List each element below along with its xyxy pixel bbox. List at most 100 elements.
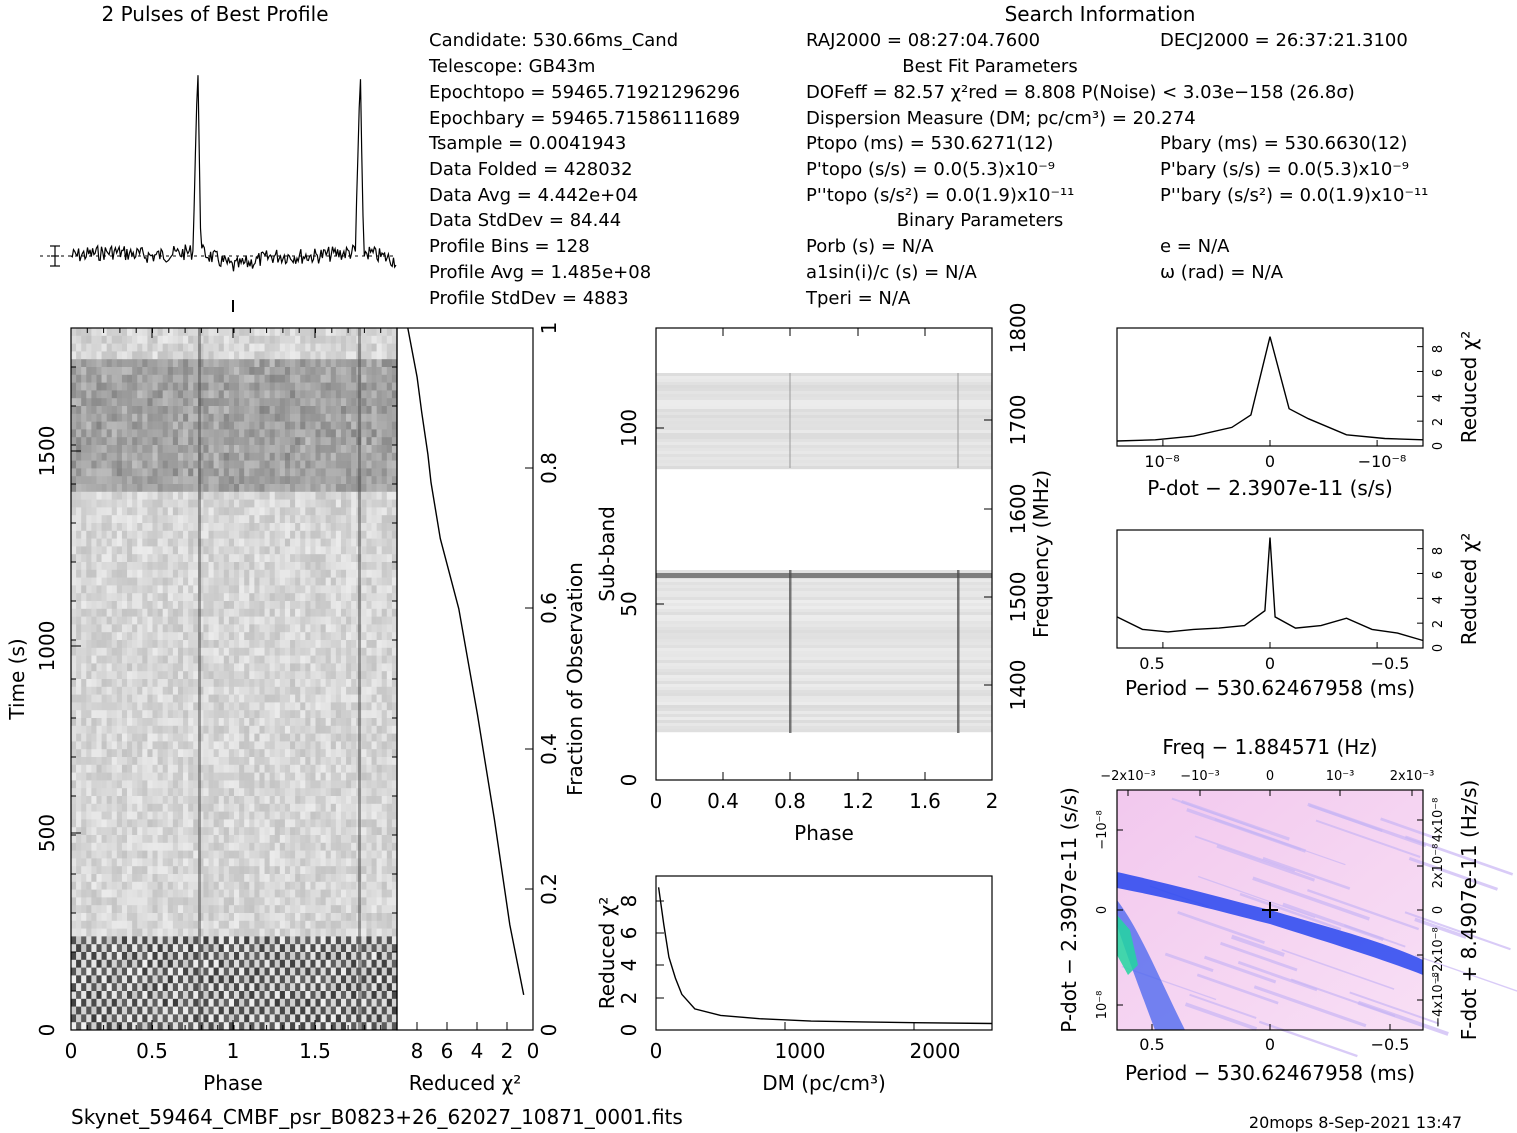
ppdot-period-tick-neg0.5: −0.5 [1371, 1035, 1410, 1054]
time-tick-500: 500 [35, 814, 59, 852]
dm-ticks [655, 900, 915, 1031]
freq-top-axis-label: Freq − 1.884571 (Hz) [1162, 735, 1377, 759]
subband-ticks [655, 327, 993, 781]
time-phase-image [71, 328, 398, 1031]
ppdot-pdot-side-label: P-dot − 2.3907e-11 (s/s) [1057, 787, 1081, 1033]
dm-axis-label: DM (pc/cm³) [762, 1071, 886, 1095]
period-chi-tick-6: 6 [1431, 571, 1446, 579]
ppdot-main-valley [1117, 872, 1423, 975]
redchi-fraction-curve [407, 327, 525, 996]
subband-axis-label: Sub-band [595, 506, 619, 602]
info-p-orb: Porb (s) = N/A [806, 236, 934, 257]
dm-curve [657, 887, 993, 1025]
profile-trace [70, 75, 397, 272]
pdot-tick-neg: −10⁻⁸ [1358, 452, 1407, 471]
info-pdd-topo: P''topo (s/s²) = 0.0(1.9)x10⁻¹¹ [806, 185, 1074, 206]
info-best-fit-title: Best Fit Parameters [902, 56, 1077, 77]
freq-tick-1500: 1500 [1006, 572, 1030, 623]
pdot-tick-0: 0 [1265, 452, 1275, 471]
freq-tick-1400: 1400 [1006, 660, 1030, 711]
info-p-bary: Pbary (ms) = 530.6630(12) [1160, 133, 1407, 154]
phase2-tick-1.2: 1.2 [842, 789, 874, 813]
time-phase-ticks [70, 327, 398, 1031]
period-tick-0.5: 0.5 [1139, 654, 1164, 673]
pdot-chi-tick-4: 4 [1431, 394, 1446, 402]
phase2-tick-1.6: 1.6 [909, 789, 941, 813]
frac-tick-0.4: 0.4 [537, 733, 561, 765]
time-tick-0: 0 [35, 1024, 59, 1037]
ppdot-second-valley [1117, 900, 1185, 1030]
ppdot-period-tick-0: 0 [1265, 1035, 1275, 1054]
freq-tick-1600: 1600 [1006, 484, 1030, 535]
frac-tick-0.2: 0.2 [537, 873, 561, 905]
info-epoch-bary: Epochbary = 59465.71586111689 [429, 108, 740, 129]
info-omega: ω (rad) = N/A [1160, 262, 1284, 283]
info-dm: Dispersion Measure (DM; pc/cm³) = 20.274 [806, 108, 1196, 129]
dmchi-tick-6: 6 [617, 927, 641, 940]
info-profile-stddev: Profile StdDev = 4883 [429, 288, 629, 309]
phase-axis-label: Phase [203, 1071, 263, 1095]
ppdot-panel: Freq − 1.884571 (Hz) −2x10⁻³ −10⁻³ 0 10⁻… [1057, 735, 1517, 1085]
footer-stamp: 20mops 8-Sep-2021 13:47 [1249, 1113, 1462, 1132]
redchi-tick-6: 6 [441, 1039, 454, 1063]
subband-tick-100: 100 [617, 409, 641, 447]
info-ra: RAJ2000 = 08:27:04.7600 [806, 30, 1040, 51]
info-binary-title: Binary Parameters [897, 210, 1064, 231]
pdot-ticks [1162, 346, 1423, 447]
phase2-tick-2: 2 [986, 789, 999, 813]
pdot-tick-pos: 10⁻⁸ [1144, 452, 1179, 471]
info-e: e = N/A [1160, 236, 1230, 257]
ppdot-green-spot [1117, 915, 1138, 975]
info-t-sample: Tsample = 0.0041943 [428, 133, 626, 154]
dmchi-tick-0: 0 [617, 1024, 641, 1037]
info-dof: DOFeff = 82.57 χ²red = 8.808 P(Noise) < … [806, 82, 1355, 103]
redchi-fraction-ticks [416, 327, 534, 1031]
profile-errorbar [50, 245, 60, 267]
dmchi-axis-label: Reduced χ² [595, 897, 619, 1010]
ppdot-pdot-tick-bottom: 10⁻⁸ [1095, 991, 1110, 1020]
phase2-tick-0.8: 0.8 [774, 789, 806, 813]
redchi-tick-0: 0 [527, 1039, 540, 1063]
freq-axis-label: Frequency (MHz) [1029, 470, 1053, 638]
phase-tick-1: 1 [227, 1039, 240, 1063]
fdot-tick-4: −4x10⁻⁸ [1431, 972, 1446, 1027]
pdot-chi-axis-label: Reduced χ² [1457, 331, 1481, 444]
footer-filename: Skynet_59464_CMBF_psr_B0823+26_62027_108… [71, 1105, 683, 1129]
phase-tick-1.5: 1.5 [299, 1039, 331, 1063]
info-pd-bary: P'bary (s/s) = 0.0(5.3)x10⁻⁹ [1160, 159, 1409, 180]
time-tick-1000: 1000 [35, 621, 59, 672]
info-data-avg: Data Avg = 4.442e+04 [429, 185, 638, 206]
freqtop-tick-1: −10⁻³ [1180, 769, 1220, 784]
info-profile-avg: Profile Avg = 1.485e+08 [429, 262, 651, 283]
freqtop-tick-0: −2x10⁻³ [1100, 769, 1155, 784]
frac-tick-1: 1 [537, 322, 561, 335]
ppdot-best-marker [1262, 902, 1278, 918]
period-curve [1116, 537, 1424, 642]
period-tick-0: 0 [1265, 654, 1275, 673]
dmchi-tick-8: 8 [617, 895, 641, 908]
info-a1sini: a1sin(i)/c (s) = N/A [806, 262, 977, 283]
freq-tick-1800: 1800 [1006, 303, 1030, 354]
pulse-profile-panel [40, 75, 397, 312]
pdot-curve [1116, 336, 1424, 442]
info-profile-bins: Profile Bins = 128 [429, 236, 590, 257]
subband-tick-50: 50 [617, 591, 641, 616]
redchi-axis-label: Reduced χ² [409, 1071, 522, 1095]
fdot-tick-3: −2x10⁻⁸ [1431, 927, 1446, 982]
dmchi-tick-2: 2 [617, 992, 641, 1005]
pdot-panel: 10⁻⁸ 0 −10⁻⁸ P-dot − 2.3907e-11 (s/s) 0 … [1116, 327, 1481, 500]
period-axis-label: Period − 530.62467958 (ms) [1125, 676, 1415, 700]
info-dec: DECJ2000 = 26:37:21.3100 [1160, 30, 1408, 51]
ppdot-pdot-tick-0: 0 [1095, 906, 1110, 914]
redchi-fraction-panel: 8 6 4 2 0 Reduced χ² 0 0.2 0.4 0.6 0.8 1… [396, 322, 587, 1095]
dm-tick-2000: 2000 [910, 1039, 961, 1063]
frac-tick-0.6: 0.6 [537, 592, 561, 624]
period-ticks [1162, 548, 1423, 649]
pdot-chi-tick-6: 6 [1431, 369, 1446, 377]
fdot-side-label: F-dot + 8.4907e-11 (Hz/s) [1457, 780, 1481, 1041]
info-mid: RAJ2000 = 08:27:04.7600 Best Fit Paramet… [805, 30, 1355, 309]
info-data-folded: Data Folded = 428032 [429, 159, 633, 180]
frac-tick-0.8: 0.8 [537, 452, 561, 484]
period-tick-neg0.5: −0.5 [1371, 654, 1410, 673]
